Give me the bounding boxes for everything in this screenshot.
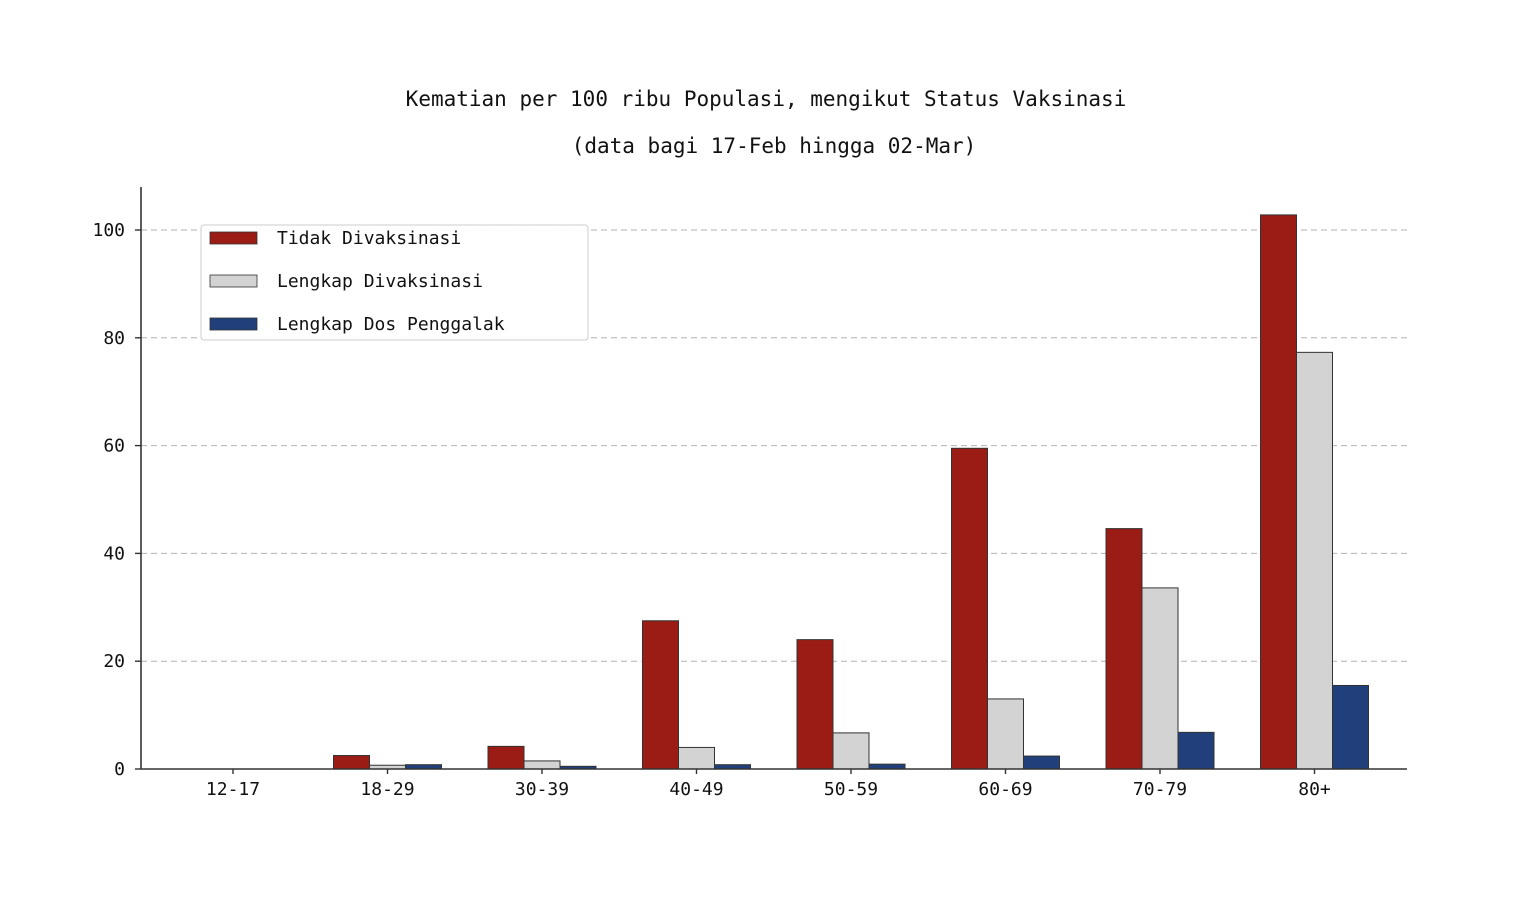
- legend-label: Lengkap Dos Penggalak: [277, 314, 505, 335]
- bar-60-69-lengkap-divaksinasi: [987, 698, 1024, 770]
- x-tick-label: 40-49: [669, 779, 723, 800]
- ticks-layer: 0 20 40 60 80 100 12-17 18-29 30-39 40-49 50-59 60-…: [92, 220, 1330, 800]
- bar-30-39-lengkap-divaksinasi: [523, 760, 561, 770]
- x-tick-label: 60-69: [978, 779, 1032, 800]
- bar-70-79-lengkap-divaksinasi: [1141, 587, 1179, 770]
- legend-swatch: [209, 274, 258, 288]
- bar-60-69-tidak-divaksinasi: [951, 447, 988, 770]
- bar-80+-lengkap-divaksinasi: [1296, 351, 1333, 770]
- bar-50-59-tidak-divaksinasi: [796, 639, 834, 770]
- x-tick-label: 30-39: [515, 779, 569, 800]
- bar-40-49-lengkap-divaksinasi: [678, 746, 715, 770]
- axes-layer: [140, 187, 1407, 770]
- chart-subtitle: (data bagi 17-Feb hingga 02-Mar): [572, 134, 977, 158]
- bar-80+-tidak-divaksinasi: [1260, 214, 1297, 770]
- x-tick-label: 80+: [1298, 779, 1331, 800]
- legend-swatch: [209, 231, 258, 245]
- bar-18-29-tidak-divaksinasi: [333, 755, 370, 770]
- y-tick-label: 0: [114, 759, 125, 780]
- x-tick-label: 12-17: [206, 779, 260, 800]
- y-tick-label: 20: [103, 651, 125, 672]
- legend-items: Tidak Divaksinasi Lengkap Divaksinasi Leng…: [209, 228, 505, 335]
- x-tick-label: 50-59: [824, 779, 878, 800]
- bar-30-39-tidak-divaksinasi: [487, 745, 525, 770]
- legend: Tidak Divaksinasi Lengkap Divaksinasi Leng…: [200, 224, 589, 341]
- chart-title: Kematian per 100 ribu Populasi, mengikut…: [406, 87, 1127, 111]
- legend-swatch: [209, 317, 258, 331]
- bar-80+-lengkap-dos-penggalak: [1332, 684, 1369, 770]
- x-tick-label: 18-29: [360, 779, 414, 800]
- legend-box: [200, 224, 589, 341]
- y-tick-label: 60: [103, 436, 125, 457]
- bar-40-49-tidak-divaksinasi: [642, 620, 679, 770]
- bar-60-69-lengkap-dos-penggalak: [1023, 755, 1060, 770]
- bar-70-79-tidak-divaksinasi: [1105, 528, 1143, 770]
- bars-layer: [333, 214, 1369, 770]
- y-tick-label: 80: [103, 328, 125, 349]
- y-tick-label: 40: [103, 543, 125, 564]
- legend-label: Tidak Divaksinasi: [277, 228, 461, 249]
- x-tick-label: 70-79: [1133, 779, 1187, 800]
- legend-label: Lengkap Divaksinasi: [277, 271, 483, 292]
- bar-70-79-lengkap-dos-penggalak: [1177, 731, 1215, 770]
- bar-50-59-lengkap-divaksinasi: [832, 732, 870, 770]
- y-tick-label: 100: [92, 220, 125, 241]
